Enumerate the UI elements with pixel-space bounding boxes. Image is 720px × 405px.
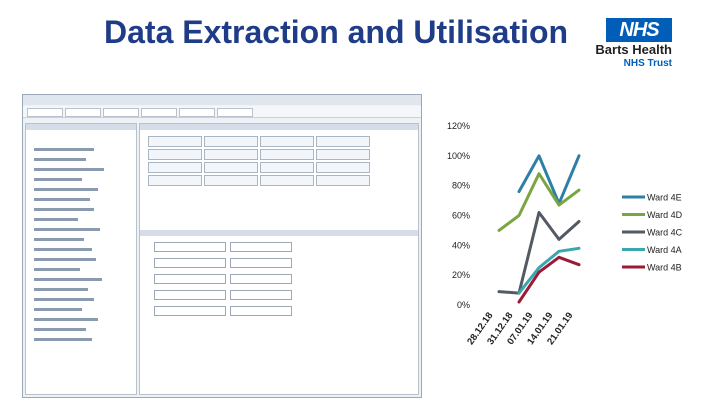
tree-item	[34, 168, 104, 171]
legend-label: Ward 4E	[647, 193, 682, 203]
tree-item	[34, 248, 92, 251]
tree-item	[34, 238, 84, 241]
nhs-badge: NHS	[606, 18, 672, 42]
series-line-ward-4e	[517, 154, 581, 206]
embedded-app-screenshot	[22, 94, 422, 398]
legend-label: Ward 4C	[647, 228, 683, 238]
y-axis: 0% 20% 40% 60% 80% 100% 120%	[447, 121, 470, 310]
app-tab	[27, 108, 63, 117]
tree-item	[34, 268, 80, 271]
filter-field	[230, 306, 292, 316]
y-tick-label: 80%	[452, 181, 470, 191]
filter-field	[154, 290, 226, 300]
result-object	[260, 175, 314, 186]
tree-item	[34, 198, 90, 201]
result-object	[260, 136, 314, 147]
org-subname: NHS Trust	[623, 58, 672, 69]
tree-item	[34, 208, 94, 211]
series-line-ward-4c	[497, 211, 581, 295]
tree-item	[34, 158, 86, 161]
tree-item	[34, 338, 92, 341]
app-result-panel	[139, 123, 419, 395]
tree-item	[34, 148, 94, 151]
slide-title: Data Extraction and Utilisation	[104, 14, 569, 50]
filter-field	[154, 306, 226, 316]
result-object	[204, 136, 258, 147]
app-tab	[141, 108, 177, 117]
y-tick-label: 60%	[452, 211, 470, 221]
legend-label: Ward 4A	[647, 245, 682, 255]
tree-item	[34, 188, 98, 191]
app-tab	[65, 108, 101, 117]
legend: Ward 4E Ward 4D Ward 4C Ward 4A Ward 4B	[622, 193, 683, 273]
app-tab	[103, 108, 139, 117]
tree-item	[34, 258, 96, 261]
tree-item	[34, 228, 100, 231]
tree-item	[34, 278, 102, 281]
y-tick-label: 40%	[452, 240, 470, 250]
app-tab	[217, 108, 253, 117]
tree-item	[34, 288, 88, 291]
result-object	[260, 149, 314, 160]
filter-panel-header	[140, 230, 418, 236]
result-object	[204, 149, 258, 160]
filter-field	[230, 290, 292, 300]
panel-header	[140, 124, 418, 130]
series-line-ward-4a	[517, 246, 581, 295]
filter-field	[230, 274, 292, 284]
y-tick-label: 100%	[447, 151, 470, 161]
tree-item	[34, 308, 82, 311]
result-object	[204, 162, 258, 173]
result-object	[148, 149, 202, 160]
series-lines	[497, 154, 581, 304]
legend-label: Ward 4B	[647, 263, 682, 273]
tree-item	[34, 178, 82, 181]
panel-header	[26, 124, 136, 130]
tree-item	[34, 298, 94, 301]
tree-item	[34, 328, 86, 331]
y-tick-label: 0%	[457, 300, 470, 310]
app-title-bar	[23, 95, 421, 105]
y-tick-label: 20%	[452, 270, 470, 280]
result-object	[148, 175, 202, 186]
nhs-logo: NHS Barts Health NHS Trust	[586, 18, 696, 70]
series-line-ward-4d	[497, 172, 581, 232]
filter-field	[154, 274, 226, 284]
legend-label: Ward 4D	[647, 210, 683, 220]
filter-field	[154, 258, 226, 268]
tree-item	[34, 218, 78, 221]
result-object	[316, 149, 370, 160]
org-name: Barts Health	[595, 42, 672, 57]
app-tab-bar	[23, 106, 421, 118]
nhs-badge-text: NHS	[619, 19, 659, 41]
app-tab	[179, 108, 215, 117]
result-object	[148, 162, 202, 173]
app-query-panel	[25, 123, 137, 395]
y-tick-label: 120%	[447, 121, 470, 131]
filter-field	[230, 258, 292, 268]
result-object	[148, 136, 202, 147]
series-line-ward-4b	[517, 255, 581, 304]
result-object	[204, 175, 258, 186]
result-object	[316, 175, 370, 186]
tree-item	[34, 318, 98, 321]
result-object	[316, 136, 370, 147]
result-object	[316, 162, 370, 173]
filter-field	[230, 242, 292, 252]
filter-field	[154, 242, 226, 252]
result-object	[260, 162, 314, 173]
